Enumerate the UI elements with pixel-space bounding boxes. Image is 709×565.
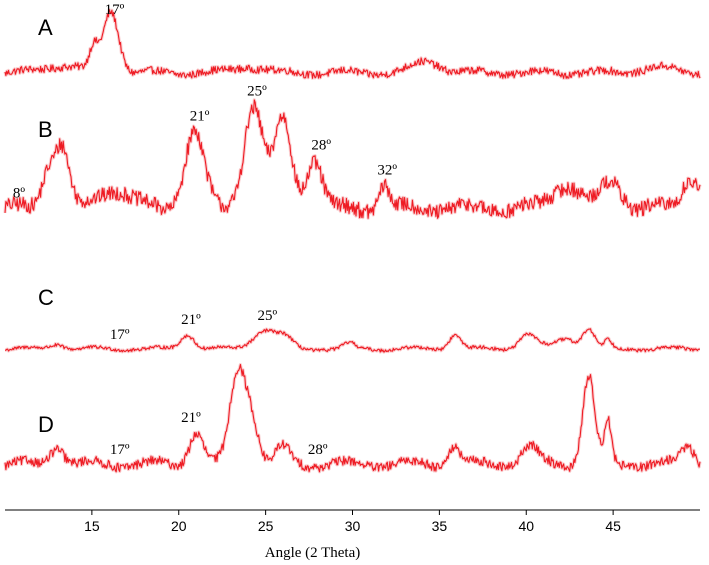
pattern-a-trace bbox=[4, 9, 701, 79]
peak-label-d-0: 17º bbox=[110, 442, 130, 458]
pattern-b-trace bbox=[4, 99, 701, 219]
panel-label-a: A bbox=[38, 15, 53, 40]
panel-label-b: B bbox=[38, 117, 53, 142]
peak-label-c-0: 17º bbox=[110, 327, 130, 343]
panel-label-c: C bbox=[38, 285, 54, 310]
peak-label-c-1: 21º bbox=[181, 312, 201, 328]
pattern-d: D 17º 21º 28º bbox=[3, 362, 702, 474]
x-tick-label-35: 35 bbox=[432, 518, 448, 534]
x-tick-label-40: 40 bbox=[518, 518, 534, 534]
pattern-a-halo bbox=[3, 8, 702, 80]
peak-label-b-3: 28º bbox=[311, 138, 331, 154]
peak-label-a-0: 17º bbox=[105, 2, 125, 18]
pattern-b: B 8º 21º 25º 28º 32º bbox=[3, 83, 702, 220]
peak-label-b-1: 21º bbox=[190, 108, 210, 124]
pattern-a: A 17º bbox=[3, 2, 702, 80]
peak-label-b-0: 8º bbox=[13, 186, 26, 202]
x-axis-title: Angle (2 Theta) bbox=[265, 545, 361, 561]
peak-label-b-4: 32º bbox=[377, 162, 397, 178]
peak-label-c-2: 25º bbox=[258, 308, 278, 324]
x-tick-label-25: 25 bbox=[258, 518, 274, 534]
x-tick-label-30: 30 bbox=[345, 518, 361, 534]
x-tick-label-20: 20 bbox=[171, 518, 187, 534]
x-tick-label-15: 15 bbox=[84, 518, 100, 534]
peak-label-d-2: 28º bbox=[308, 442, 328, 458]
pattern-b-halo bbox=[3, 98, 702, 220]
x-axis: 15 20 25 30 35 40 45 Angle (2 Theta) bbox=[5, 509, 700, 561]
peak-label-b-2: 25º bbox=[247, 83, 267, 99]
panel-label-d: D bbox=[38, 412, 54, 437]
peak-label-d-1: 21º bbox=[181, 410, 201, 426]
pattern-c: C 17º 21º 25º bbox=[4, 285, 701, 354]
x-tick-label-45: 45 bbox=[605, 518, 621, 534]
pattern-c-trace bbox=[5, 328, 700, 353]
pattern-d-trace bbox=[4, 363, 701, 473]
